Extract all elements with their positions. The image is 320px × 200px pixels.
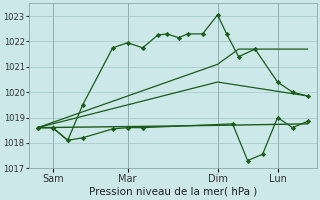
X-axis label: Pression niveau de la mer( hPa ): Pression niveau de la mer( hPa ) [89, 187, 257, 197]
